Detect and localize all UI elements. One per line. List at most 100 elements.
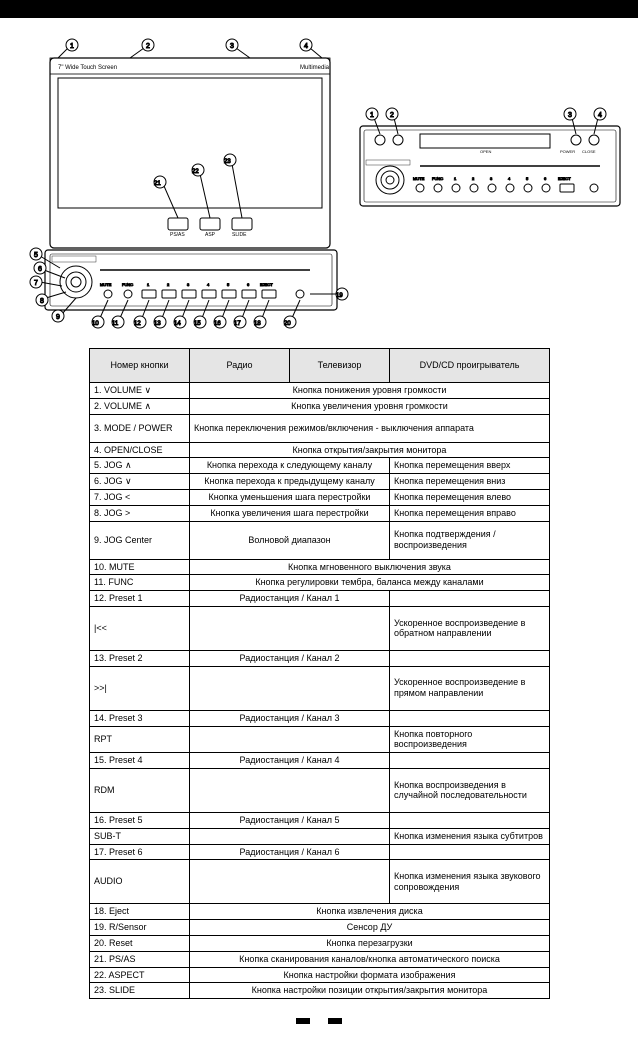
svg-text:1: 1 [70,43,74,50]
svg-text:6: 6 [247,282,250,287]
row-label: RPT [90,726,190,753]
row-label: 5. JOG ∧ [90,458,190,474]
svg-text:4: 4 [598,112,602,119]
svg-text:10: 10 [92,321,99,327]
row-desc: Кнопка открытия/закрытия монитора [190,442,550,458]
row-mid-empty [190,860,390,904]
svg-text:FUNC: FUNC [122,282,133,287]
row-label: 12. Preset 1 [90,591,190,607]
svg-text:22: 22 [192,169,199,175]
svg-text:2: 2 [472,176,475,181]
svg-text:EJECT: EJECT [260,282,273,287]
row-label: 7. JOG < [90,489,190,505]
svg-text:4: 4 [207,282,210,287]
svg-text:16: 16 [214,321,221,327]
svg-text:SLIDE: SLIDE [232,232,247,238]
svg-text:2: 2 [146,43,150,50]
svg-text:PS/AS: PS/AS [170,232,185,238]
row-desc: Кнопка перезагрузки [190,935,550,951]
page-footer [0,1013,638,1027]
th-button-nr: Номер кнопки [90,349,190,383]
svg-text:2: 2 [390,112,394,119]
row-label: 23. SLIDE [90,983,190,999]
row-mid: Радиостанция / Канал 5 [190,812,390,828]
row-label: 3. MODE / POWER [90,414,190,442]
row-right: Кнопка перемещения вверх [390,458,550,474]
row-desc: Сенсор ДУ [190,920,550,936]
svg-text:4: 4 [508,176,511,181]
device-diagram: 7" Wide Touch Screen Multimedia PS/AS AS… [0,18,638,338]
svg-text:1: 1 [454,176,457,181]
svg-text:3: 3 [230,43,234,50]
row-label: 22. ASPECT [90,967,190,983]
row-right: Кнопка воспроизведения в случайной после… [390,768,550,812]
row-label: 14. Preset 3 [90,710,190,726]
row-label: 18. Eject [90,904,190,920]
svg-text:CLOSE: CLOSE [582,149,596,154]
screen-label-left: 7" Wide Touch Screen [58,65,117,71]
row-desc: Кнопка переключения режимов/включения - … [190,414,550,442]
svg-text:5: 5 [227,282,230,287]
svg-text:3: 3 [568,112,572,119]
svg-text:23: 23 [224,159,231,165]
row-label: 11. FUNC [90,575,190,591]
row-label: 10. MUTE [90,559,190,575]
row-desc: Кнопка сканирования каналов/кнопка автом… [190,951,550,967]
button-table: Номер кнопки Радио Телевизор DVD/CD прои… [89,348,549,999]
svg-text:EJECT: EJECT [558,176,571,181]
row-label: RDM [90,768,190,812]
row-right: Кнопка изменения языка звукового сопрово… [390,860,550,904]
row-right: Ускоренное воспроизведение в обратном на… [390,606,550,650]
svg-text:18: 18 [254,321,261,327]
row-right: Кнопка перемещения вниз [390,474,550,490]
svg-text:1: 1 [147,282,150,287]
th-dvd: DVD/CD проигрыватель [390,349,550,383]
row-label: 20. Reset [90,935,190,951]
row-label: 17. Preset 6 [90,844,190,860]
row-right: Кнопка перемещения вправо [390,505,550,521]
svg-text:2: 2 [167,282,170,287]
svg-text:20: 20 [284,321,291,327]
row-mid: Радиостанция / Канал 6 [190,844,390,860]
row-mid-empty [190,606,390,650]
svg-text:17: 17 [234,321,241,327]
row-right-empty [390,812,550,828]
row-right: Кнопка изменения языка субтитров [390,828,550,844]
row-mid: Кнопка перехода к следующему каналу [190,458,390,474]
row-label: 6. JOG ∨ [90,474,190,490]
row-right: Кнопка повторного воспроизведения [390,726,550,753]
svg-text:13: 13 [154,321,161,327]
svg-text:6: 6 [544,176,547,181]
svg-text:1: 1 [370,112,374,119]
row-desc: Кнопка увеличения уровня громкости [190,398,550,414]
row-right-empty [390,591,550,607]
th-radio: Радио [190,349,290,383]
svg-text:3: 3 [187,282,190,287]
top-bar [0,0,638,18]
row-desc: Кнопка настройки позиции открытия/закрыт… [190,983,550,999]
svg-text:FUNC: FUNC [432,176,443,181]
row-mid-empty [190,768,390,812]
row-label: 15. Preset 4 [90,753,190,769]
row-right-empty [390,753,550,769]
svg-text:MUTE: MUTE [100,282,112,287]
svg-text:6: 6 [38,266,42,273]
row-mid: Волновой диапазон [190,521,390,559]
svg-text:3: 3 [490,176,493,181]
row-right: Кнопка перемещения влево [390,489,550,505]
row-label: 21. PS/AS [90,951,190,967]
row-mid: Радиостанция / Канал 4 [190,753,390,769]
svg-text:8: 8 [40,298,44,305]
row-desc: Кнопка настройки формата изображения [190,967,550,983]
row-mid-empty [190,726,390,753]
svg-text:12: 12 [134,321,141,327]
row-mid: Кнопка уменьшения шага перестройки [190,489,390,505]
row-right-empty [390,650,550,666]
svg-text:7: 7 [34,280,38,287]
row-right: Ускоренное воспроизведение в прямом напр… [390,666,550,710]
row-label: SUB-T [90,828,190,844]
row-mid: Кнопка перехода к предыдущему каналу [190,474,390,490]
svg-text:MUTE: MUTE [413,176,425,181]
svg-text:ASP: ASP [205,232,216,238]
row-mid: Кнопка увеличения шага перестройки [190,505,390,521]
